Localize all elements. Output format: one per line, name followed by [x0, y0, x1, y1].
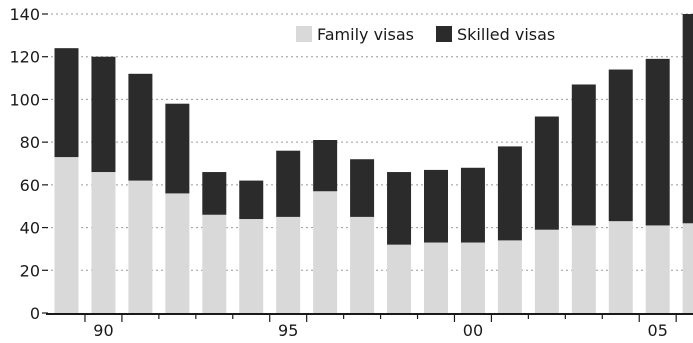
- skilled-bar-1994: [239, 180, 264, 220]
- skilled-bar-2000: [460, 167, 485, 243]
- family-bar-1993: [202, 214, 227, 313]
- skilled-bar-1996: [313, 140, 338, 192]
- bars: [54, 14, 693, 313]
- family-bar-1996: [313, 191, 338, 313]
- x-tick-label-95: 95: [278, 321, 298, 340]
- family-bar-2000: [460, 242, 485, 313]
- family-bar-1995: [276, 216, 301, 313]
- x-tick-label-00: 00: [463, 321, 483, 340]
- family-bar-1997: [350, 216, 375, 313]
- family-bar-2004: [608, 221, 633, 313]
- legend-swatch-family: [296, 26, 312, 42]
- family-bar-2003: [571, 225, 596, 313]
- skilled-bar-1998: [387, 172, 412, 245]
- family-bar-1999: [424, 242, 448, 313]
- family-bar-1989: [54, 157, 79, 313]
- y-axis: 0 20 40 60 80 100 120 140: [9, 5, 48, 323]
- y-tick-label-100: 100: [9, 90, 40, 109]
- family-bar-1992: [165, 193, 190, 313]
- skilled-bar-2003: [571, 84, 596, 226]
- legend: Family visas Skilled visas: [290, 20, 586, 48]
- y-tick-label-60: 60: [20, 176, 40, 195]
- skilled-bar-2002: [534, 116, 559, 230]
- family-bar-2001: [497, 240, 522, 313]
- family-bar-2005: [645, 225, 670, 313]
- skilled-bar-2006: [682, 14, 693, 224]
- skilled-bar-2005: [645, 58, 670, 226]
- x-axis: 90 95 00 05: [46, 313, 693, 340]
- skilled-bar-1992: [165, 103, 190, 194]
- legend-swatch-skilled: [436, 26, 452, 42]
- family-bar-1998: [387, 244, 412, 313]
- x-tick-label-05: 05: [648, 321, 668, 340]
- family-bar-2006: [682, 223, 693, 313]
- x-tick-label-90: 90: [93, 321, 113, 340]
- y-tick-label-120: 120: [9, 48, 40, 67]
- skilled-bar-1999: [424, 169, 448, 243]
- skilled-bar-1989: [54, 48, 79, 158]
- y-tick-label-0: 0: [30, 304, 40, 323]
- y-tick-label-140: 140: [9, 5, 40, 24]
- skilled-bar-2001: [497, 146, 522, 241]
- y-tick-label-40: 40: [20, 219, 40, 238]
- family-bar-1991: [128, 180, 153, 313]
- skilled-bar-1995: [276, 150, 301, 217]
- skilled-bar-1991: [128, 73, 153, 181]
- family-bar-2002: [534, 229, 559, 313]
- y-tick-label-20: 20: [20, 261, 40, 280]
- family-bar-1990: [91, 172, 116, 313]
- skilled-bar-2004: [608, 69, 633, 222]
- family-bar-1994: [239, 219, 264, 313]
- skilled-bar-1997: [350, 159, 375, 217]
- y-tick-label-80: 80: [20, 133, 40, 152]
- legend-label-family: Family visas: [317, 25, 414, 44]
- skilled-bar-1993: [202, 172, 227, 215]
- legend-label-skilled: Skilled visas: [457, 25, 555, 44]
- skilled-bar-1990: [91, 56, 116, 173]
